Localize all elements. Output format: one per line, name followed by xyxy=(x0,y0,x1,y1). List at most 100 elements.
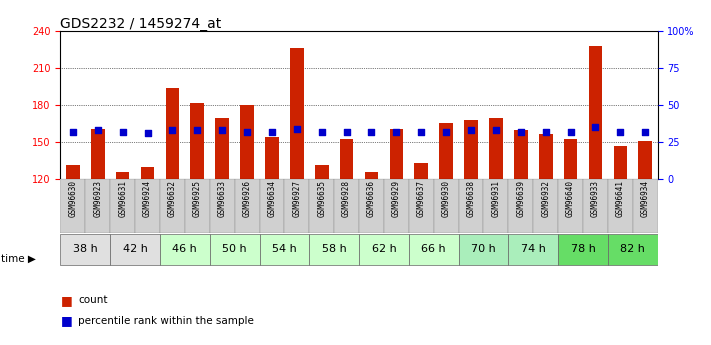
Bar xyxy=(135,179,160,233)
Bar xyxy=(91,129,105,179)
Bar xyxy=(340,139,353,179)
Text: 62 h: 62 h xyxy=(372,245,396,255)
Point xyxy=(166,128,178,133)
Bar xyxy=(309,179,334,233)
Bar xyxy=(290,48,304,179)
Point xyxy=(117,129,128,135)
Text: 82 h: 82 h xyxy=(621,245,645,255)
Point xyxy=(465,128,476,133)
Bar xyxy=(464,120,478,179)
Bar xyxy=(141,167,154,179)
Bar xyxy=(210,179,235,233)
Text: GSM96631: GSM96631 xyxy=(118,180,127,217)
Bar xyxy=(260,234,309,265)
Text: GSM96639: GSM96639 xyxy=(516,180,525,217)
Text: 46 h: 46 h xyxy=(173,245,197,255)
Point xyxy=(266,129,277,135)
Bar xyxy=(608,234,658,265)
Bar xyxy=(215,118,229,179)
Bar xyxy=(589,46,602,179)
Text: GSM96637: GSM96637 xyxy=(417,180,426,217)
Bar xyxy=(409,234,459,265)
Bar xyxy=(633,179,658,233)
Text: GSM96925: GSM96925 xyxy=(193,180,202,217)
Bar xyxy=(614,146,627,179)
Bar xyxy=(60,234,110,265)
Point xyxy=(365,129,377,135)
Text: GSM96640: GSM96640 xyxy=(566,180,575,217)
Point xyxy=(540,129,551,135)
Bar xyxy=(508,234,558,265)
Bar xyxy=(315,165,328,179)
Bar xyxy=(459,179,483,233)
Bar xyxy=(191,103,204,179)
Text: 70 h: 70 h xyxy=(471,245,496,255)
Text: GSM96924: GSM96924 xyxy=(143,180,152,217)
Text: GSM96927: GSM96927 xyxy=(292,180,301,217)
Point xyxy=(216,128,228,133)
Bar xyxy=(235,179,260,233)
Bar xyxy=(85,179,110,233)
Text: GSM96635: GSM96635 xyxy=(317,180,326,217)
Bar xyxy=(160,179,185,233)
Bar xyxy=(638,141,652,179)
Text: GSM96923: GSM96923 xyxy=(93,180,102,217)
Text: GSM96641: GSM96641 xyxy=(616,180,625,217)
Text: 42 h: 42 h xyxy=(123,245,147,255)
Text: ■: ■ xyxy=(60,294,73,307)
Text: 50 h: 50 h xyxy=(223,245,247,255)
Point xyxy=(614,129,626,135)
Point xyxy=(589,125,601,130)
Text: GSM96933: GSM96933 xyxy=(591,180,600,217)
Text: 66 h: 66 h xyxy=(422,245,446,255)
Bar xyxy=(558,179,583,233)
Bar xyxy=(539,134,552,179)
Point xyxy=(191,128,203,133)
Bar xyxy=(508,179,533,233)
Bar xyxy=(309,234,359,265)
Text: GSM96638: GSM96638 xyxy=(466,180,476,217)
Bar xyxy=(160,234,210,265)
Text: GSM96928: GSM96928 xyxy=(342,180,351,217)
Bar xyxy=(564,139,577,179)
Bar xyxy=(384,179,409,233)
Point xyxy=(241,129,253,135)
Text: GDS2232 / 1459274_at: GDS2232 / 1459274_at xyxy=(60,17,222,31)
Text: GSM96930: GSM96930 xyxy=(442,180,451,217)
Bar xyxy=(533,179,558,233)
Text: ■: ■ xyxy=(60,314,73,327)
Text: 54 h: 54 h xyxy=(272,245,296,255)
Bar xyxy=(359,234,409,265)
Bar xyxy=(608,179,633,233)
Point xyxy=(391,129,402,135)
Point xyxy=(141,131,154,136)
Bar xyxy=(415,163,428,179)
Bar xyxy=(284,179,309,233)
Point xyxy=(341,129,352,135)
Bar xyxy=(558,234,608,265)
Bar xyxy=(390,129,403,179)
Bar xyxy=(116,172,129,179)
Bar xyxy=(60,179,85,233)
Point xyxy=(292,126,303,132)
Text: 74 h: 74 h xyxy=(521,245,545,255)
Text: GSM96634: GSM96634 xyxy=(267,180,277,217)
Text: count: count xyxy=(78,295,107,305)
Bar xyxy=(66,165,80,179)
Bar xyxy=(110,179,135,233)
Bar xyxy=(459,234,508,265)
Bar xyxy=(409,179,434,233)
Text: GSM96630: GSM96630 xyxy=(68,180,77,217)
Text: 38 h: 38 h xyxy=(73,245,97,255)
Point xyxy=(67,129,78,135)
Text: 78 h: 78 h xyxy=(571,245,595,255)
Bar xyxy=(334,179,359,233)
Text: percentile rank within the sample: percentile rank within the sample xyxy=(78,316,254,326)
Text: time ▶: time ▶ xyxy=(1,254,36,264)
Bar xyxy=(110,234,160,265)
Bar xyxy=(489,118,503,179)
Bar xyxy=(439,122,453,179)
Text: 58 h: 58 h xyxy=(322,245,346,255)
Text: GSM96929: GSM96929 xyxy=(392,180,401,217)
Point xyxy=(490,128,501,133)
